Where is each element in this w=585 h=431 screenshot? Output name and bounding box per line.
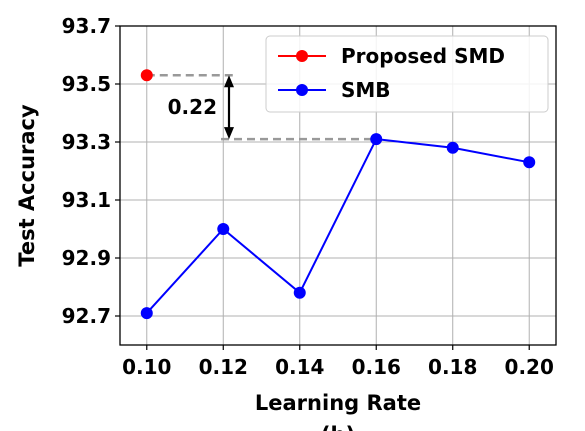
y-tick-label: 92.9 [62,246,111,270]
accuracy-gap-annotation: 0.22 [146,74,377,141]
plot-frame [119,25,557,346]
data-point [446,141,459,154]
data-point [140,69,153,82]
legend: Proposed SMD SMB [265,35,549,113]
arrow-head-up [224,75,234,88]
x-tick-label: 0.14 [275,355,324,379]
x-tick-label: 0.12 [199,355,248,379]
y-tick-label: 93.3 [62,130,111,154]
y-axis-ticks: 92.7 92.9 93.1 93.3 93.5 93.7 [62,14,120,328]
data-point [370,133,383,146]
x-axis-ticks: 0.10 0.12 0.14 0.16 0.18 0.20 [122,345,554,379]
data-point [140,307,153,320]
arrow-head-down [224,127,234,140]
series-line-1 [146,138,530,314]
y-tick-label: 93.1 [62,188,111,212]
legend-marker [296,84,308,96]
x-tick-label: 0.18 [428,355,477,379]
data-point [293,286,306,299]
y-tick-label: 92.7 [62,304,111,328]
gap-label: 0.22 [168,95,217,119]
y-tick-label: 93.7 [62,14,111,38]
legend-marker [296,50,308,62]
x-tick-label: 0.10 [122,355,171,379]
legend-box [265,35,549,113]
data-point [523,156,536,169]
y-tick-label: 93.5 [62,72,111,96]
data-point [217,223,230,235]
x-tick-label: 0.16 [352,355,401,379]
figure-caption: (b) [321,423,355,431]
legend-label: Proposed SMD [341,44,505,68]
legend-label: SMB [341,78,391,102]
series-layer [140,69,536,320]
x-tick-label: 0.20 [505,355,554,379]
x-axis-label: Learning Rate [255,391,421,415]
y-axis-label: Test Accuracy [15,104,39,267]
